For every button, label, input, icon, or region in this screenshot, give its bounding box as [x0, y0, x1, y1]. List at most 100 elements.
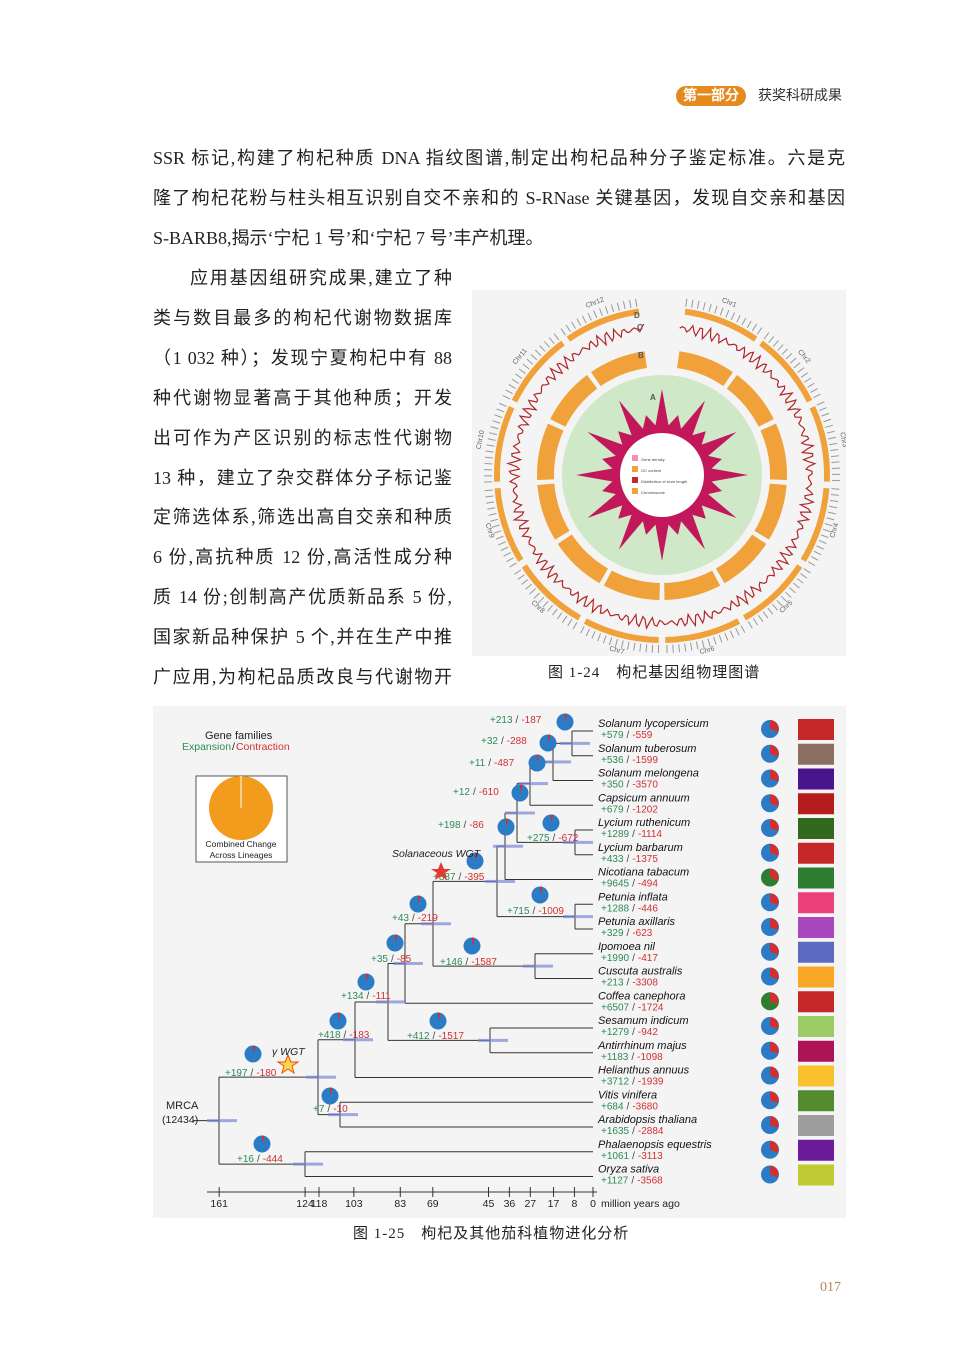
- scale-tick: [830, 499, 839, 503]
- separator: /: [627, 730, 630, 741]
- expansion: +16: [237, 1154, 254, 1165]
- node-pie-slice: [565, 713, 568, 722]
- scale-tick: [517, 574, 525, 580]
- scale-tick: [816, 401, 825, 406]
- chromosome-band: [557, 534, 608, 584]
- age-interval: [293, 1162, 323, 1166]
- chromosome-outer: [494, 405, 515, 482]
- age-interval: [328, 1113, 358, 1117]
- species-name: Coffea canephora: [598, 990, 685, 1002]
- scale-tick: [824, 523, 833, 527]
- scale-tick: [484, 489, 493, 492]
- scale-tick: [597, 633, 601, 642]
- separator: /: [627, 804, 630, 815]
- scale-tick: [718, 634, 723, 643]
- legend-label: Distribution of exon length: [641, 479, 687, 484]
- species-change: +579/-559: [601, 730, 653, 741]
- species-name: Lycium barbarum: [598, 842, 683, 854]
- species-change: +536/-1599: [601, 755, 658, 766]
- species-name: Vitis vinifera: [598, 1089, 657, 1101]
- scale-tick: [831, 488, 840, 490]
- age-interval: [306, 1075, 336, 1079]
- scale-tick: [608, 637, 613, 646]
- age-interval: [421, 922, 451, 926]
- chromosome-outer: [511, 340, 565, 403]
- expansion: +9645: [601, 879, 630, 890]
- axis-tick-label: 8: [572, 1198, 578, 1210]
- expansion: +134: [341, 991, 364, 1002]
- scale-tick: [484, 456, 493, 459]
- scale-tick: [825, 424, 834, 428]
- separator: /: [631, 1176, 634, 1187]
- separator: /: [627, 854, 630, 865]
- species-pie-slice: [770, 1140, 779, 1153]
- species-name: Lycium ruthenicum: [598, 817, 690, 829]
- scale-tick: [530, 354, 538, 361]
- contraction: -3570: [632, 780, 658, 791]
- node-change: +11/-487: [469, 758, 514, 769]
- age-interval: [478, 1038, 508, 1042]
- contraction: -494: [638, 879, 658, 890]
- expansion: +1990: [601, 953, 630, 964]
- scale-tick: [498, 402, 507, 407]
- scale-tick: [746, 320, 752, 329]
- chromosome-band: [664, 570, 721, 600]
- node-change: +16/-444: [237, 1154, 283, 1165]
- expansion: +1061: [601, 1151, 630, 1162]
- scale-tick: [781, 348, 788, 355]
- scale-tick: [796, 577, 804, 584]
- separator: /: [327, 1104, 330, 1115]
- scale-tick: [714, 305, 718, 314]
- chromosome-outer: [809, 405, 830, 482]
- expansion: +146: [440, 957, 463, 968]
- legend-item: /: [232, 741, 235, 753]
- chromosome-band: [716, 534, 767, 584]
- scale-tick: [493, 530, 502, 534]
- scale-tick: [695, 641, 699, 650]
- expansion: +1289: [601, 829, 630, 840]
- age-interval: [518, 782, 548, 786]
- expansion: +1288: [601, 903, 630, 914]
- separator: /: [367, 991, 370, 1002]
- chromosome-band: [677, 351, 733, 387]
- scale-tick: [826, 517, 835, 521]
- node-pie-slice: [537, 754, 540, 763]
- separator: /: [627, 780, 630, 791]
- scale-tick: [708, 303, 712, 312]
- separator: /: [632, 829, 635, 840]
- node-pie-slice: [395, 934, 398, 943]
- age-interval: [541, 760, 571, 764]
- contraction: -86: [469, 820, 484, 831]
- expansion: +197: [225, 1068, 248, 1079]
- expansion: +198: [438, 820, 461, 831]
- species-change: +6507/-1724: [601, 1002, 664, 1013]
- scale-tick: [777, 344, 784, 351]
- expansion: +1183: [601, 1052, 629, 1063]
- species-change: +684/-3680: [601, 1101, 658, 1112]
- separator: /: [627, 1101, 630, 1112]
- species-photo: [798, 1016, 834, 1037]
- separator: /: [251, 1068, 254, 1079]
- scale-tick: [548, 337, 555, 344]
- scale-tick: [620, 640, 624, 649]
- wgt-star: [431, 862, 451, 880]
- scale-tick: [792, 582, 800, 589]
- scale-tick: [696, 300, 700, 309]
- contraction: -1098: [637, 1052, 663, 1063]
- node-pie-slice: [520, 784, 523, 793]
- contraction: -111: [372, 991, 391, 1002]
- contraction: -85: [397, 954, 412, 965]
- expansion: +679: [601, 804, 624, 815]
- contraction: -1587: [471, 957, 497, 968]
- separator: /: [632, 1002, 635, 1013]
- separator: /: [257, 1154, 260, 1165]
- separator: /: [533, 906, 536, 917]
- separator: /: [632, 903, 635, 914]
- species-photo: [798, 768, 834, 790]
- scale-tick: [830, 449, 839, 452]
- scale-tick: [756, 327, 763, 335]
- scale-tick: [587, 312, 592, 321]
- node-pie-slice: [475, 852, 478, 861]
- pie-legend-label: Combined Change: [206, 839, 277, 849]
- text-line: 类与数目最多的枸杞代谢物数据库: [153, 307, 452, 328]
